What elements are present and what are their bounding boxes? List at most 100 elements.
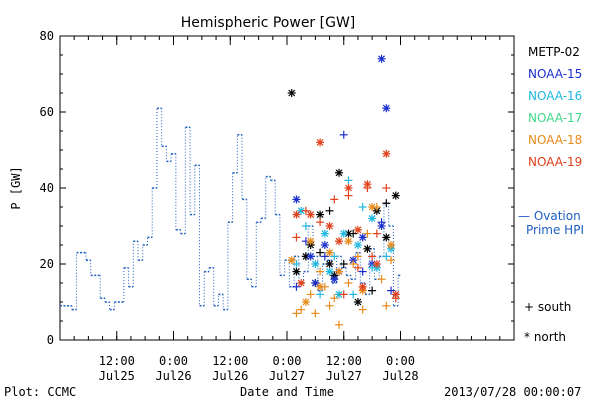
north-marker	[391, 290, 400, 299]
marker-stroke	[330, 275, 338, 283]
marker-stroke	[288, 256, 296, 264]
north-marker	[325, 267, 334, 276]
marker-legend-item: + south	[524, 300, 571, 314]
north-marker	[292, 210, 301, 219]
south-marker	[320, 252, 329, 261]
north-marker	[316, 138, 325, 147]
marker-stroke	[326, 222, 333, 230]
marker-stroke	[326, 268, 333, 276]
south-marker	[358, 203, 367, 211]
marker-stroke	[354, 226, 362, 234]
north-marker	[391, 191, 400, 200]
south-marker	[339, 290, 348, 299]
x-tick-date: Jul27	[326, 369, 362, 383]
south-marker	[330, 252, 339, 261]
north-marker	[320, 241, 329, 249]
north-marker	[292, 195, 301, 204]
marker-stroke	[363, 180, 371, 188]
south-marker	[301, 206, 310, 215]
south-marker	[349, 260, 358, 268]
marker-stroke	[392, 290, 400, 298]
marker-stroke	[359, 283, 367, 291]
south-marker	[325, 206, 334, 215]
south-marker	[292, 282, 301, 291]
marker-stroke	[326, 260, 333, 268]
north-marker	[353, 298, 362, 306]
marker-stroke	[373, 260, 381, 268]
y-axis: 0 20 40 60 80	[40, 29, 514, 347]
north-marker	[311, 260, 320, 268]
marker-stroke	[311, 260, 319, 268]
marker-stroke	[340, 230, 348, 238]
legend: METP-02 NOAA-15 NOAA-16 NOAA-17 NOAA-18 NOAA-…	[528, 45, 582, 169]
north-marker	[358, 282, 367, 291]
north-marker	[353, 225, 362, 234]
marker-stroke	[302, 298, 310, 306]
marker-stroke	[354, 298, 362, 306]
north-marker	[377, 222, 386, 230]
north-marker	[287, 256, 296, 265]
north-marker	[382, 149, 391, 158]
legend-item: NOAA-15	[528, 67, 582, 81]
marker-stroke	[316, 283, 324, 291]
y-axis-label: P [GW]	[9, 166, 23, 209]
north-marker	[325, 260, 334, 268]
ovation-label-line1: — Ovation	[518, 209, 581, 223]
x-tick-date: Jul26	[155, 369, 191, 383]
south-marker	[344, 279, 353, 287]
south-marker	[330, 294, 339, 303]
marker-stroke	[297, 279, 305, 287]
south-marker	[382, 184, 391, 192]
south-marker	[316, 267, 325, 276]
legend-item: NOAA-18	[528, 133, 582, 147]
north-marker	[368, 214, 377, 223]
marker-stroke	[293, 211, 300, 219]
south-marker	[297, 305, 306, 314]
north-marker	[368, 203, 377, 211]
marker-stroke	[335, 169, 343, 177]
south-marker	[353, 252, 362, 261]
legend-item: NOAA-16	[528, 89, 582, 103]
north-marker	[325, 248, 334, 257]
x-tick-date: Jul27	[269, 369, 305, 383]
legend-item: NOAA-19	[528, 155, 582, 169]
north-marker	[306, 237, 315, 246]
marker-stroke	[354, 241, 362, 249]
marker-stroke	[335, 237, 343, 245]
marker-stroke	[345, 184, 352, 192]
north-marker	[320, 229, 329, 238]
marker-stroke	[293, 268, 300, 276]
north-marker	[344, 184, 353, 192]
south-marker	[330, 195, 339, 204]
north-marker	[363, 180, 372, 189]
marker-stroke	[335, 290, 343, 298]
north-marker	[306, 210, 315, 219]
north-marker	[330, 275, 339, 284]
marker-stroke	[363, 245, 371, 253]
south-marker	[344, 191, 353, 200]
south-marker	[316, 248, 325, 257]
marker-stroke	[382, 104, 390, 112]
legend-item: NOAA-17	[528, 111, 582, 125]
south-marker	[292, 260, 301, 268]
x-tick-date: Jul28	[382, 369, 418, 383]
south-marker	[387, 256, 396, 265]
north-marker	[363, 244, 372, 253]
x-tick-time: 0:00	[386, 354, 415, 368]
north-marker	[382, 104, 391, 113]
x-axis-label: Date and Time	[240, 385, 334, 399]
south-marker	[382, 301, 391, 310]
north-marker	[335, 267, 344, 276]
y-tick-label: 40	[40, 181, 54, 195]
marker-stroke	[378, 222, 386, 230]
north-marker	[292, 267, 301, 276]
north-marker	[301, 298, 310, 306]
south-marker	[316, 218, 325, 227]
south-marker	[382, 199, 391, 208]
south-marker	[368, 252, 377, 261]
south-marker	[335, 320, 344, 329]
x-tick-date: Jul25	[99, 369, 135, 383]
south-marker	[382, 252, 391, 261]
south-marker	[358, 305, 367, 314]
